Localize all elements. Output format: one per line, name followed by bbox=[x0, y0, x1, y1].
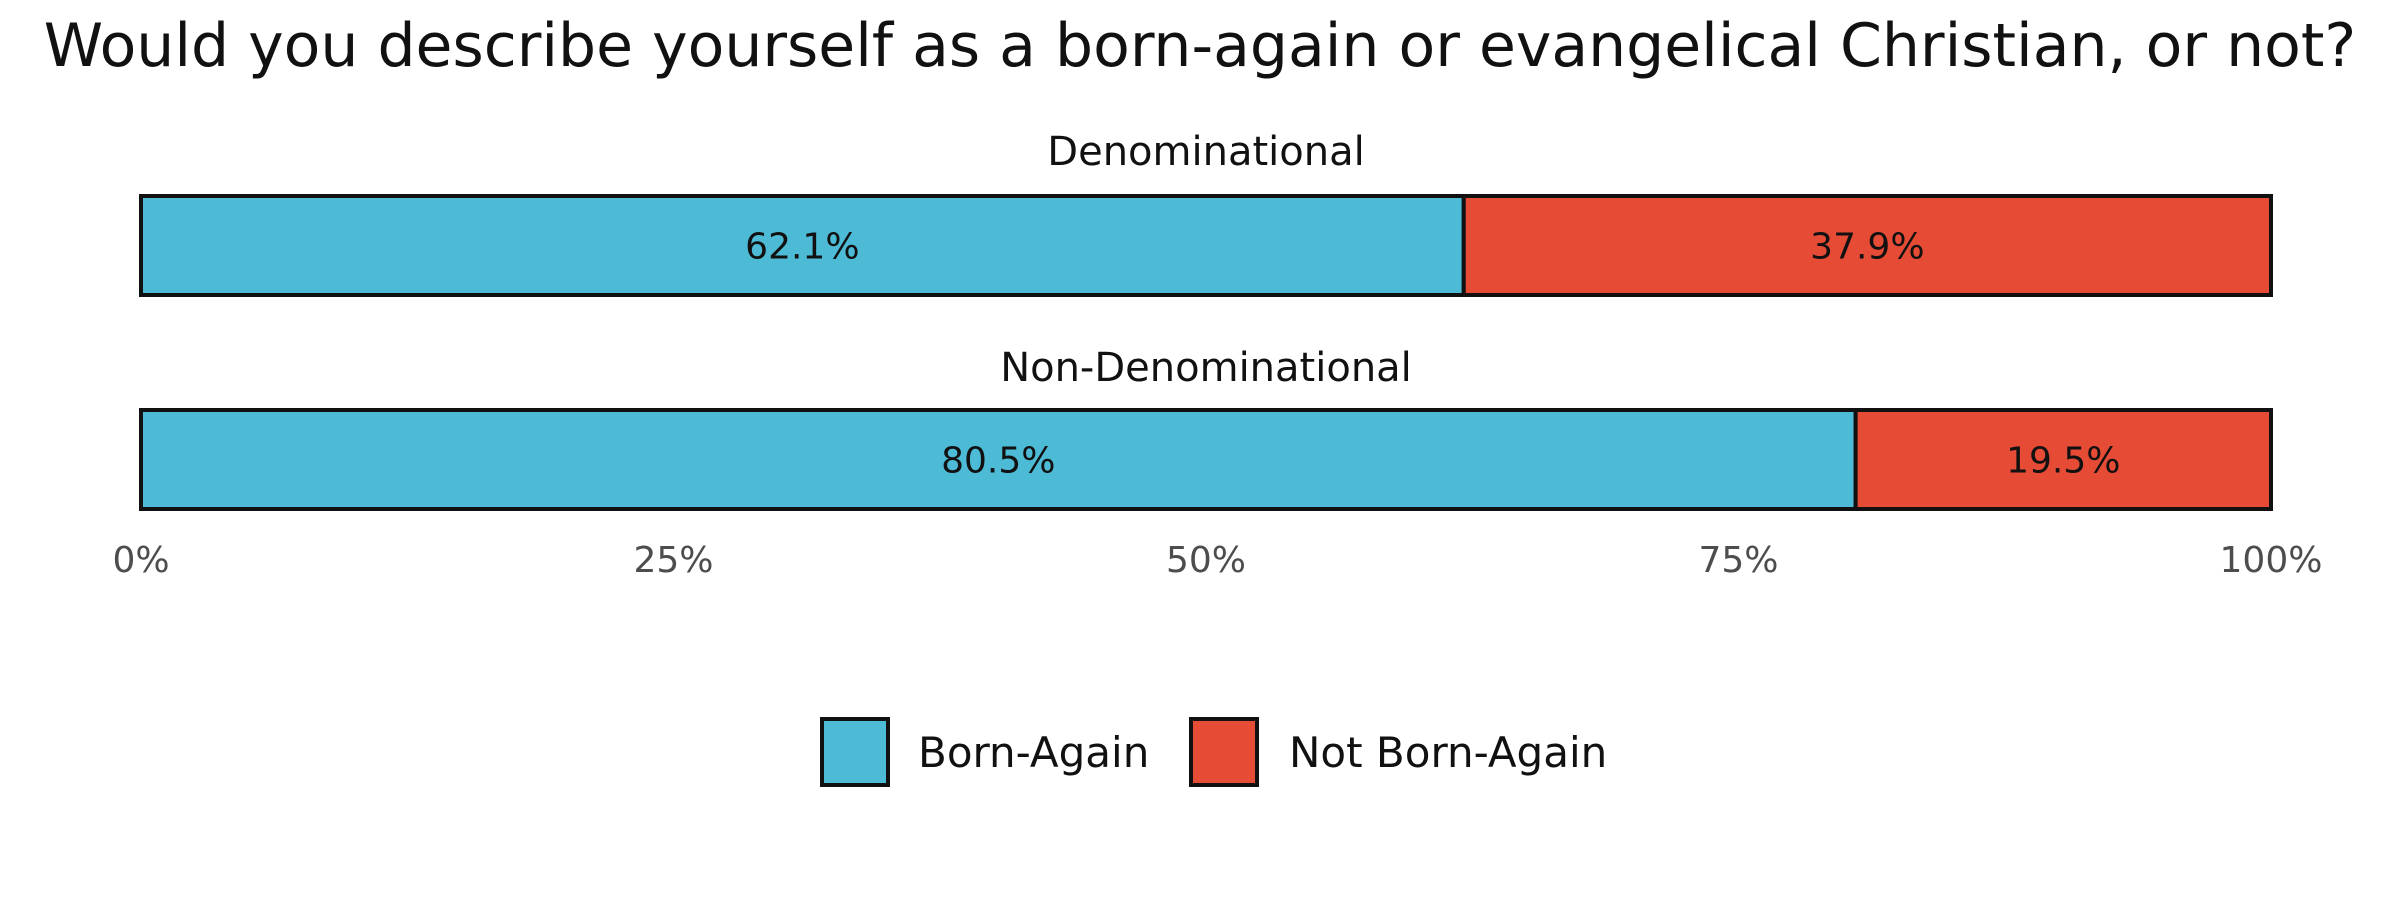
panel-non-denominational: Non-Denominational 80.5% 19.5% bbox=[139, 345, 2274, 511]
legend-item-not-born-again: Not Born-Again bbox=[1189, 717, 1607, 787]
x-tick-label: 50% bbox=[1166, 540, 1246, 581]
data-label: 62.1% bbox=[745, 227, 859, 268]
legend-label: Not Born-Again bbox=[1289, 728, 1607, 777]
legend-item-born-again: Born-Again bbox=[820, 717, 1149, 787]
x-axis: 0% 25% 50% 75% 100% bbox=[112, 540, 2322, 581]
panel-denominational: Denominational 62.1% 37.9% bbox=[139, 129, 2273, 297]
chart-title: Would you describe yourself as a born-ag… bbox=[44, 11, 2356, 81]
x-tick-label: 100% bbox=[2220, 540, 2323, 581]
chart-panels: Denominational 62.1% 37.9% Non-Denomination… bbox=[139, 129, 2274, 511]
x-tick-label: 0% bbox=[112, 540, 169, 581]
data-label: 37.9% bbox=[1810, 227, 1924, 268]
panel-label: Denominational bbox=[1047, 129, 1364, 175]
bar-segment-not-born-again bbox=[1461, 194, 2273, 297]
legend-key bbox=[1189, 717, 1259, 787]
data-label: 19.5% bbox=[2006, 441, 2120, 482]
legend-key bbox=[820, 717, 890, 787]
data-label: 80.5% bbox=[941, 441, 1055, 482]
panel-label: Non-Denominational bbox=[1000, 345, 1412, 391]
x-tick-label: 75% bbox=[1698, 540, 1778, 581]
legend: Born-Again Not Born-Again bbox=[820, 717, 1607, 787]
bar-segment-not-born-again bbox=[1853, 408, 2274, 511]
bar-segment-born-again bbox=[139, 408, 1858, 511]
legend-label: Born-Again bbox=[918, 728, 1149, 777]
bar-segment-born-again bbox=[139, 194, 1466, 297]
x-tick-label: 25% bbox=[633, 540, 713, 581]
